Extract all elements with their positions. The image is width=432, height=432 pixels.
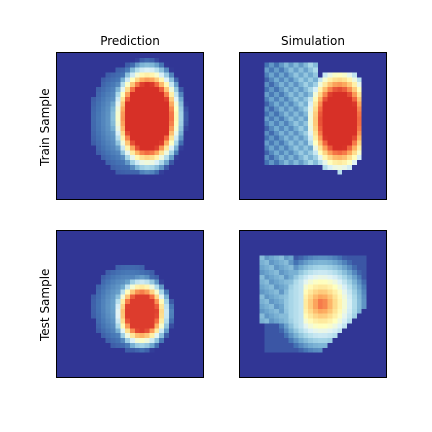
heatmap-train-prediction	[56, 52, 204, 200]
heatmap-test-simulation	[239, 230, 387, 378]
heatmap-test-prediction	[56, 230, 204, 378]
row-label-train: Train Sample	[38, 88, 52, 166]
heatmap-train-simulation	[239, 52, 387, 200]
row-label-test: Test Sample	[38, 268, 52, 341]
col-title-simulation: Simulation	[281, 34, 345, 48]
col-title-prediction: Prediction	[100, 34, 160, 48]
